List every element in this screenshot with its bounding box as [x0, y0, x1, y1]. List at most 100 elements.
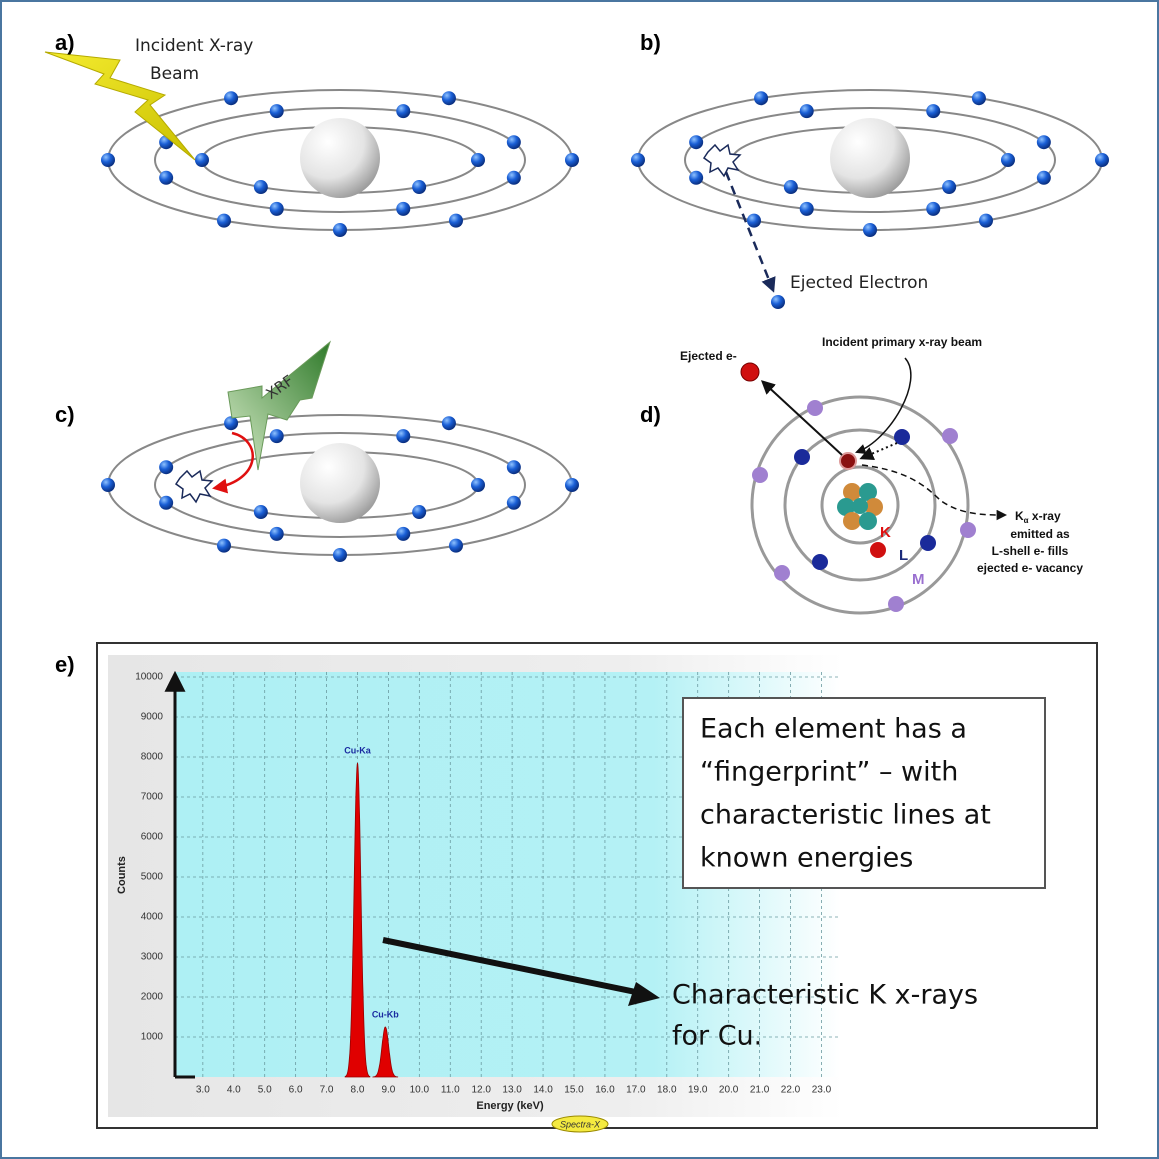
caption: Ejected Electron: [790, 273, 928, 293]
figure: a) Incident X-ray Beam b) Ejected Electr…: [0, 0, 1159, 1159]
electron: [159, 171, 173, 185]
y-tick-label: 9000: [141, 712, 164, 723]
page: a) Incident X-ray Beam b) Ejected Electr…: [0, 0, 1159, 1159]
x-tick-label: 12.0: [471, 1085, 491, 1096]
vacancy-electron: [840, 453, 856, 469]
x-tick-label: 3.0: [196, 1085, 210, 1096]
electron: [101, 478, 115, 492]
panel-label: d): [640, 402, 661, 427]
electron: [471, 153, 485, 167]
electron: [863, 223, 877, 237]
electron: [812, 554, 828, 570]
note-line: Each element has a: [700, 714, 967, 745]
electron: [217, 214, 231, 228]
panel-label: c): [55, 402, 75, 427]
electron: [1001, 153, 1015, 167]
arrow-text: Characteristic K x-rays: [672, 980, 978, 1011]
emission-line: emitted as: [1010, 527, 1070, 541]
y-tick-label: 5000: [141, 872, 164, 883]
electron: [333, 548, 347, 562]
peak-label: Cu-Kb: [372, 1009, 399, 1019]
bohr-model: [741, 358, 1005, 613]
y-tick-label: 7000: [141, 792, 164, 803]
electron: [754, 91, 768, 105]
nucleus: [300, 118, 380, 198]
electron: [926, 202, 940, 216]
electron: [942, 180, 956, 194]
electron: [507, 171, 521, 185]
fill-arrow: [862, 443, 897, 458]
vacancy: [704, 145, 740, 176]
electron: [396, 527, 410, 541]
panel-label: b): [640, 30, 661, 55]
x-tick-label: 15.0: [564, 1085, 584, 1096]
electron: [979, 214, 993, 228]
y-tick-label: 4000: [141, 912, 164, 923]
eject-arrow: [726, 172, 773, 290]
x-tick-label: 18.0: [657, 1085, 677, 1096]
electron: [752, 467, 768, 483]
x-tick-label: 16.0: [595, 1085, 615, 1096]
arrow-text: for Cu.: [672, 1021, 762, 1052]
electron: [396, 202, 410, 216]
electron: [224, 416, 238, 430]
electron: [449, 214, 463, 228]
x-tick-label: 8.0: [351, 1085, 365, 1096]
electron: [333, 223, 347, 237]
electron: [101, 153, 115, 167]
x-tick-label: 19.0: [688, 1085, 708, 1096]
emission-line: L-shell e- fills: [992, 544, 1069, 558]
electron: [254, 505, 268, 519]
electron: [784, 180, 798, 194]
caption: Incident X-ray: [135, 36, 253, 56]
electron: [159, 496, 173, 510]
x-tick-label: 20.0: [719, 1085, 739, 1096]
y-axis-label: Counts: [116, 856, 128, 894]
x-tick-label: 10.0: [410, 1085, 430, 1096]
badge-text: Spectra-X: [560, 1119, 601, 1129]
x-tick-label: 21.0: [750, 1085, 770, 1096]
emission-line: ejected e- vacancy: [977, 561, 1083, 575]
shell-label: M: [912, 571, 925, 588]
electron: [217, 539, 231, 553]
electron: [771, 295, 785, 309]
peak-label: Cu-Ka: [344, 745, 371, 755]
y-tick-label: 10000: [135, 672, 163, 683]
panel-label: a): [55, 30, 75, 55]
x-axis-label: Energy (keV): [476, 1100, 544, 1112]
atoms: [101, 90, 1109, 562]
electron: [270, 202, 284, 216]
electron: [689, 171, 703, 185]
y-tick-label: 2000: [141, 992, 164, 1003]
electron: [888, 596, 904, 612]
y-tick-label: 3000: [141, 952, 164, 963]
electron: [1037, 171, 1051, 185]
x-tick-label: 17.0: [626, 1085, 646, 1096]
electron: [507, 135, 521, 149]
shell-label: K: [880, 524, 891, 541]
x-tick-label: 13.0: [502, 1085, 522, 1096]
electron: [412, 505, 426, 519]
x-tick-label: 14.0: [533, 1085, 553, 1096]
panel-label: e): [55, 652, 75, 677]
nucleon: [843, 512, 861, 530]
x-tick-label: 23.0: [812, 1085, 832, 1096]
electron: [412, 180, 426, 194]
electron: [774, 565, 790, 581]
electron: [471, 478, 485, 492]
electron: [254, 180, 268, 194]
electron: [800, 202, 814, 216]
electron: [1095, 153, 1109, 167]
x-tick-label: 5.0: [258, 1085, 272, 1096]
note-line: “fingerprint” – with: [700, 757, 958, 788]
nucleon: [852, 498, 868, 514]
electron: [972, 91, 986, 105]
emission-text: x-ray: [1029, 509, 1061, 523]
electron: [224, 91, 238, 105]
ejected-label: Ejected e-: [680, 349, 737, 363]
electron: [442, 416, 456, 430]
electron: [396, 429, 410, 443]
eject-arrow: [763, 382, 842, 455]
electron: [631, 153, 645, 167]
electron: [926, 104, 940, 118]
